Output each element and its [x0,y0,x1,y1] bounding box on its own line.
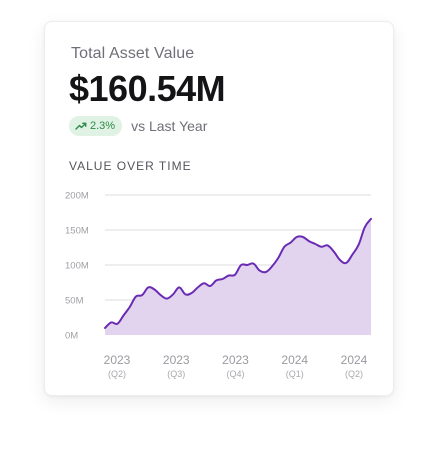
kpi-label: Total Asset Value [71,45,195,62]
value-over-time-chart: 200M 150M 100M 50M 0M 2023 (Q2) 2023 (Q3) 2023 (Q4… [65,191,372,379]
trending-up-icon [75,121,87,131]
change-percent: 2.3% [90,120,116,132]
x-tick-year: 2023 [104,353,131,367]
x-tick-year: 2023 [163,353,190,367]
x-tick-quarter: (Q2) [345,369,363,379]
y-tick-label: 0M [65,331,78,342]
x-tick-quarter: (Q4) [227,369,245,379]
x-tick-year: 2024 [281,353,308,367]
change-row: 2.3% vs Last Year [69,116,207,136]
x-tick-quarter: (Q2) [108,369,126,379]
value-area-fill [105,218,371,335]
y-tick-label: 150M [65,226,89,237]
x-tick-quarter: (Q3) [167,369,185,379]
total-asset-value-card: Total Asset Value $160.54M 2.3% vs Last … [44,21,394,396]
x-tick-year: 2023 [222,353,249,367]
change-badge: 2.3% [69,116,123,136]
value-series-line [104,217,372,329]
y-tick-label: 200M [65,191,89,202]
comparison-label: vs Last Year [131,118,208,134]
y-tick-label: 100M [65,261,89,272]
y-tick-label: 50M [65,296,84,307]
x-tick-quarter: (Q1) [286,369,304,379]
section-title: VALUE OVER TIME [69,159,192,173]
kpi-value: $160.54M [69,68,226,109]
x-tick-year: 2024 [341,353,368,367]
